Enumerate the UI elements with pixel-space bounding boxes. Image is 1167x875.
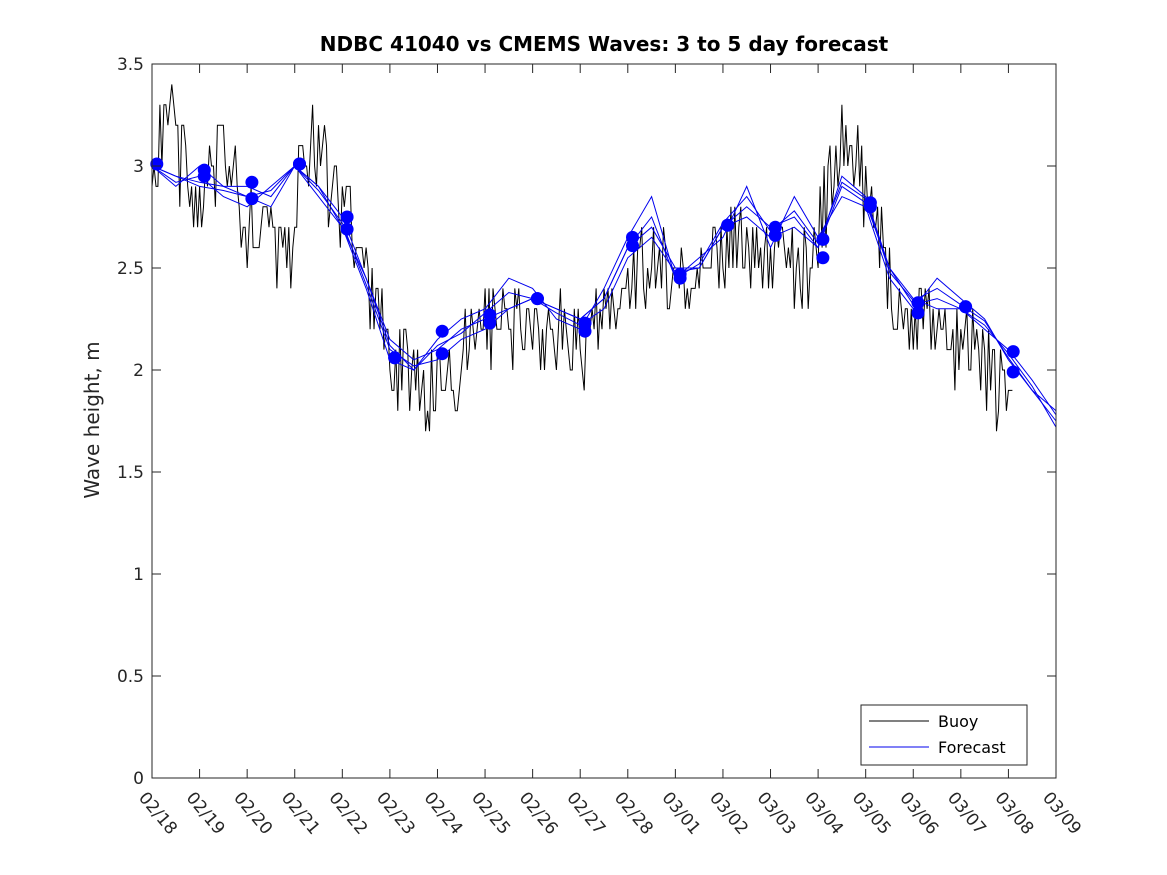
forecast-series-line-2 <box>151 165 1057 422</box>
legend-box <box>860 704 1028 766</box>
forecast-marker-8 <box>340 210 354 224</box>
forecast-series-line-4 <box>151 165 1057 412</box>
y-tick-label: 3.5 <box>117 55 144 75</box>
forecast-marker-35 <box>959 300 973 314</box>
forecast-marker-15 <box>483 316 497 330</box>
forecast-marker-37 <box>1006 365 1020 379</box>
forecast-marker-1 <box>150 157 164 171</box>
forecast-marker-5 <box>245 192 259 206</box>
chart-title: NDBC 41040 vs CMEMS Waves: 3 to 5 day fo… <box>320 32 889 56</box>
forecast-marker-3 <box>197 163 211 177</box>
y-tick-label: 0 <box>133 769 144 789</box>
forecast-marker-29 <box>816 251 830 265</box>
forecast-marker-19 <box>578 324 592 338</box>
forecast-marker-9 <box>340 222 354 236</box>
forecast-marker-4 <box>245 175 259 189</box>
forecast-marker-17 <box>530 292 544 306</box>
forecast-marker-7 <box>293 157 306 171</box>
y-tick-label: 0.5 <box>117 667 144 687</box>
plot-area <box>150 84 1057 432</box>
forecast-marker-12 <box>435 324 449 338</box>
forecast-marker-36 <box>1006 345 1020 359</box>
forecast-marker-32 <box>911 296 925 310</box>
forecast-marker-27 <box>768 228 782 242</box>
legend-buoy-label: Buoy <box>938 712 978 731</box>
forecast-marker-11 <box>388 351 402 365</box>
forecast-marker-13 <box>435 347 449 361</box>
y-tick-label: 2.5 <box>117 259 144 279</box>
y-tick-label: 3 <box>133 157 144 177</box>
forecast-marker-31 <box>863 200 877 214</box>
forecast-marker-23 <box>673 271 687 285</box>
y-axis-label: Wave height, m <box>80 341 104 498</box>
axes-box <box>151 63 1057 779</box>
forecast-marker-21 <box>626 239 639 253</box>
forecast-marker-28 <box>816 232 830 246</box>
forecast-marker-33 <box>911 306 925 320</box>
y-tick-label: 1 <box>133 565 144 585</box>
legend: Buoy Forecast <box>860 704 1028 766</box>
legend-forecast-label: Forecast <box>938 738 1006 757</box>
y-tick-label: 2 <box>133 361 144 381</box>
y-tick-label: 1.5 <box>117 463 144 483</box>
forecast-series-line-3 <box>151 165 1057 428</box>
forecast-marker-25 <box>721 218 735 232</box>
